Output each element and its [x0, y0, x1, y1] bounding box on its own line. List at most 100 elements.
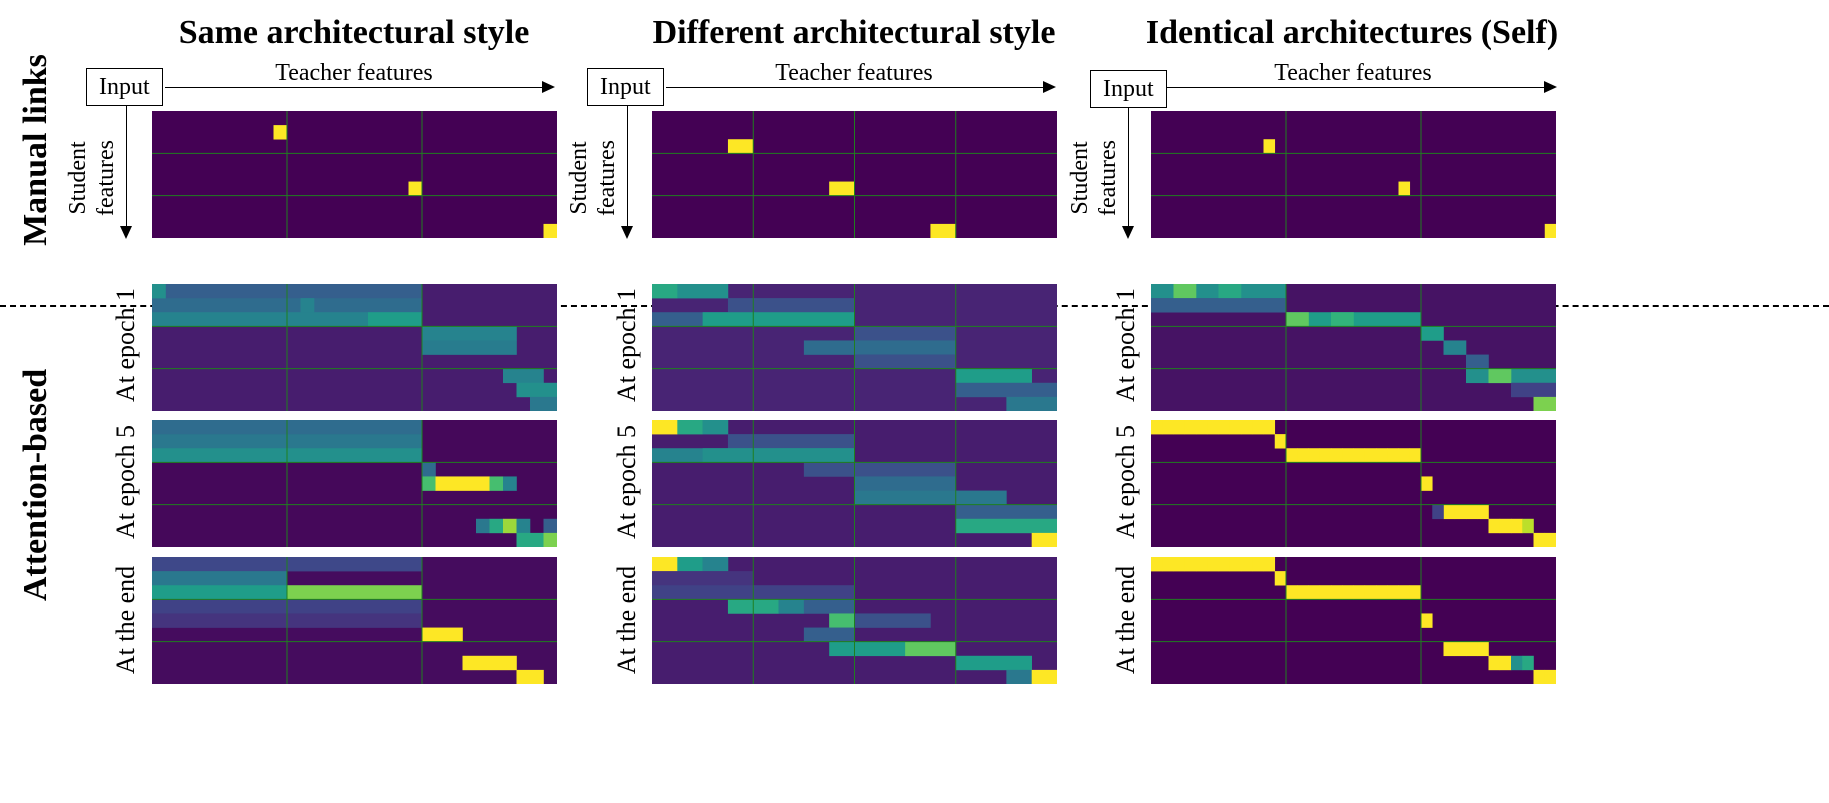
- heatmap-cell: [829, 181, 855, 196]
- heatmap-cell: [1241, 557, 1253, 572]
- heatmap-cell: [1398, 448, 1411, 463]
- heatmap-block: [854, 354, 957, 369]
- input-box: Input: [587, 68, 664, 106]
- column-title-same: Same architectural style: [178, 14, 530, 51]
- heatmap-cell: [1286, 585, 1298, 600]
- heatmap-block: [1218, 284, 1242, 299]
- heatmap-epoch1-same: [152, 284, 557, 411]
- heatmap-block: [677, 557, 703, 572]
- heatmap-block: [152, 585, 288, 600]
- heatmap-block: [1331, 312, 1354, 327]
- heatmap-cell: [1364, 448, 1377, 463]
- heatmap-block: [677, 420, 703, 435]
- student-label-line1: Student: [65, 141, 91, 215]
- heatmap-cell: [1511, 655, 1523, 671]
- teacher-axis-arrow: [1167, 81, 1557, 93]
- heatmap-cell: [1488, 655, 1501, 671]
- epoch-label: At epoch 5: [612, 424, 641, 540]
- heatmap-cell: [1263, 139, 1276, 154]
- heatmap-block: [1286, 312, 1309, 327]
- column-title-self: Identical architectures (Self): [1145, 14, 1559, 51]
- heatmap-block: [652, 420, 678, 435]
- heatmap-block: [1443, 340, 1467, 355]
- heatmap-end-self: [1151, 557, 1556, 684]
- heatmap-cell: [1398, 585, 1411, 600]
- heatmap-cell: [1286, 448, 1298, 463]
- heatmap-cell: [1544, 532, 1556, 547]
- teacher-axis-arrow: [165, 81, 555, 93]
- heatmap-block: [1031, 532, 1057, 547]
- heatmap-cell: [1376, 448, 1388, 463]
- heatmap-block: [854, 490, 1007, 505]
- heatmap-block: [422, 627, 463, 642]
- heatmap-cell: [1409, 585, 1422, 600]
- heatmap-cell: [1466, 641, 1478, 657]
- heatmap-cell: [1184, 557, 1197, 572]
- heatmap-block: [489, 476, 504, 491]
- epoch-label: At epoch 5: [1111, 424, 1140, 540]
- student-features-label: Student features: [565, 140, 621, 216]
- heatmap-cell: [1297, 585, 1309, 600]
- heatmap-cell: [1522, 518, 1534, 534]
- heatmap-epoch5-self: [1151, 420, 1556, 547]
- epoch-label: At epoch 1: [612, 287, 641, 403]
- heatmap-block: [652, 571, 754, 586]
- teacher-features-label: Teacher features: [275, 60, 433, 86]
- heatmap-block: [955, 368, 1032, 384]
- heatmap-cell: [1207, 420, 1219, 435]
- heatmap-end-different: [652, 557, 1057, 684]
- heatmap-cell: [1218, 420, 1231, 435]
- student-label-line2: features: [594, 140, 620, 216]
- heatmap-cell: [930, 223, 957, 238]
- student-features-label: Student features: [1066, 140, 1122, 216]
- student-label-line1: Student: [1067, 141, 1093, 215]
- heatmap-block: [1511, 382, 1556, 398]
- heatmap-block: [1421, 326, 1444, 341]
- heatmap-block: [530, 396, 557, 411]
- heatmap-cell: [1499, 655, 1512, 671]
- heatmap-cell: [1466, 504, 1478, 520]
- heatmap-cell: [1274, 434, 1287, 449]
- teacher-axis-arrow: [666, 81, 1056, 93]
- student-axis-arrow: [120, 101, 132, 239]
- heatmap-cell: [1319, 585, 1332, 600]
- heatmap-block: [516, 532, 544, 547]
- heatmap-cell: [1173, 420, 1186, 435]
- heatmap-cell: [1151, 557, 1163, 572]
- heatmap-cell: [1544, 223, 1556, 238]
- heatmap-block: [727, 434, 855, 449]
- heatmap-block: [1488, 368, 1512, 384]
- heatmap-cell: [1229, 557, 1242, 572]
- heatmap-cell: [1544, 669, 1556, 684]
- heatmap-cell: [1432, 504, 1444, 520]
- heatmap-epoch5-different: [652, 420, 1057, 547]
- heatmap-cell: [273, 125, 288, 140]
- heatmap-block: [1466, 354, 1489, 369]
- heatmap-block: [422, 476, 436, 491]
- heatmap-cell: [1218, 557, 1231, 572]
- student-axis-arrow: [1122, 101, 1134, 239]
- heatmap-block: [778, 599, 805, 614]
- heatmap-block: [1151, 298, 1287, 313]
- heatmap-cell: [1297, 448, 1309, 463]
- heatmap-block: [543, 518, 557, 534]
- heatmap-cell: [1162, 557, 1174, 572]
- heatmap-block: [702, 448, 855, 463]
- heatmap-cell: [1207, 557, 1219, 572]
- heatmap-cell: [300, 298, 315, 313]
- heatmap-cell: [1274, 571, 1287, 586]
- heatmap-block: [1006, 669, 1032, 684]
- heatmap-block: [955, 504, 1057, 520]
- heatmap-cell: [1342, 448, 1354, 463]
- student-label-line1: Student: [566, 141, 592, 215]
- heatmap-block: [854, 476, 957, 491]
- heatmap-cell: [1364, 585, 1377, 600]
- heatmap-block: [1031, 669, 1057, 684]
- row-label-attention: Attention-based: [17, 368, 54, 602]
- epoch-label: At epoch 5: [111, 424, 140, 540]
- student-axis-arrow: [621, 101, 633, 239]
- row-label-manual: Manual links: [17, 54, 54, 246]
- heatmap-end-same: [152, 557, 557, 684]
- heatmap-block: [652, 284, 678, 299]
- heatmap-block: [803, 462, 957, 477]
